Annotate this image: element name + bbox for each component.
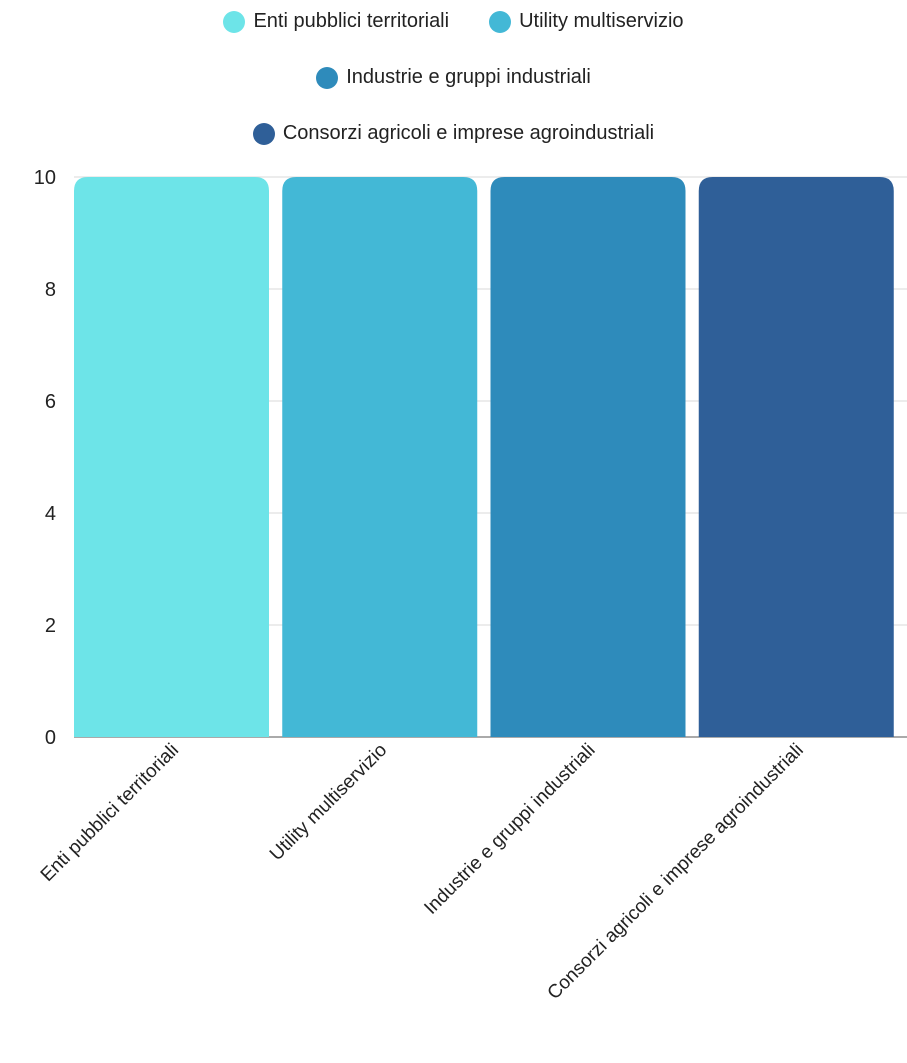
x-tick-label: Utility multiservizio bbox=[266, 740, 391, 865]
legend-dot-utility bbox=[489, 10, 512, 33]
bar-2 bbox=[282, 177, 478, 737]
y-tick-label: 2 bbox=[45, 615, 56, 637]
legend-item-industrie[interactable]: Industrie e gruppi industriali bbox=[316, 66, 591, 89]
legend-item-enti[interactable]: Enti pubblici territoriali bbox=[223, 10, 449, 33]
bar-4 bbox=[698, 177, 894, 737]
legend-label-industrie: Industrie e gruppi industriali bbox=[346, 66, 591, 88]
legend-label-utility: Utility multiservizio bbox=[519, 10, 684, 32]
legend-label-enti: Enti pubblici territoriali bbox=[253, 10, 450, 32]
legend-row-3: Consorzi agricoli e imprese agroindustri… bbox=[0, 122, 907, 145]
legend-item-utility[interactable]: Utility multiservizio bbox=[489, 10, 684, 33]
y-tick-label: 8 bbox=[45, 279, 56, 301]
x-tick-label: Consorzi agricoli e imprese agroindustri… bbox=[544, 740, 808, 1004]
x-tick-label: Enti pubblici territoriali bbox=[37, 740, 183, 886]
y-tick-label: 10 bbox=[34, 167, 56, 189]
y-tick-label: 4 bbox=[45, 503, 56, 525]
legend-dot-enti bbox=[223, 10, 246, 33]
y-tick-label: 6 bbox=[45, 391, 56, 413]
legend-label-consorzi: Consorzi agricoli e imprese agroindustri… bbox=[282, 122, 655, 144]
legend-item-consorzi[interactable]: Consorzi agricoli e imprese agroindustri… bbox=[252, 122, 655, 145]
legend-row-2: Industrie e gruppi industriali bbox=[0, 66, 907, 89]
x-tick-label: Industrie e gruppi industriali bbox=[420, 740, 599, 919]
bar-1 bbox=[74, 177, 269, 737]
y-tick-label: 0 bbox=[45, 727, 56, 749]
legend-dot-industrie bbox=[316, 66, 339, 89]
bar-3 bbox=[490, 177, 686, 737]
legend-dot-consorzi bbox=[252, 122, 275, 145]
legend-row-1: Enti pubblici territoriali Utility multi… bbox=[0, 10, 907, 33]
